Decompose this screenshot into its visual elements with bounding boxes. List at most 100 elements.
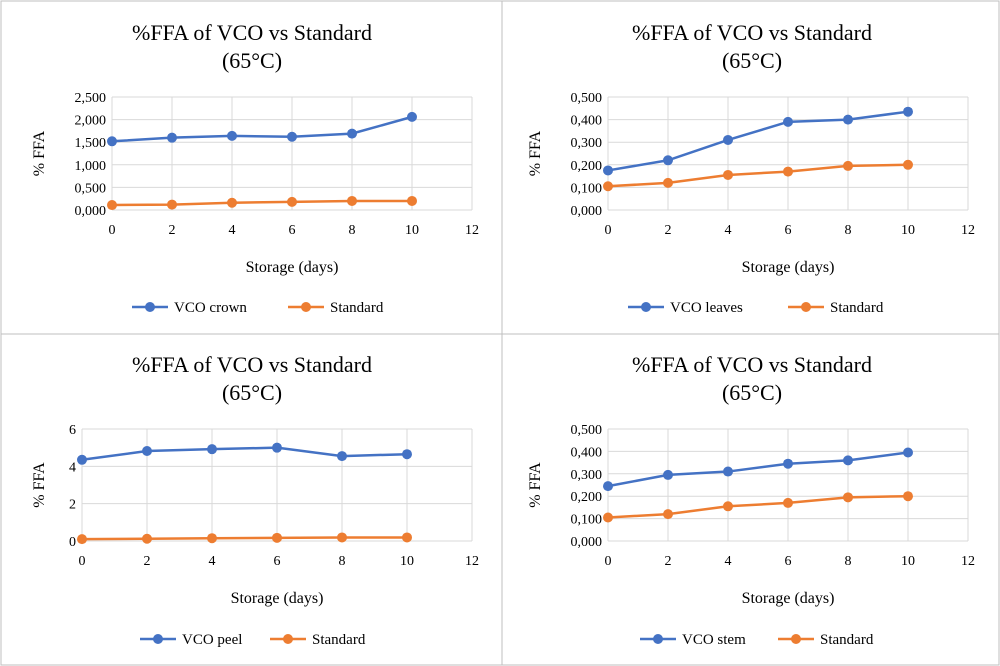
legend-label: Standard <box>312 632 366 648</box>
chart-title: %FFA of VCO vs Standard <box>632 20 872 45</box>
data-point <box>663 177 673 188</box>
chart-3: %FFA of VCO vs Standard (65°C) 0 2 4 6 0 2 4 6 8 10… <box>31 352 479 648</box>
x-tick-label: 10 <box>400 554 414 569</box>
data-point <box>603 181 613 192</box>
chart-title: %FFA of VCO vs Standard <box>632 352 872 377</box>
y-tick-label: 2,000 <box>75 114 107 129</box>
data-point <box>663 469 673 480</box>
data-point <box>903 159 913 170</box>
legend-marker <box>641 302 651 312</box>
data-point <box>77 534 87 545</box>
data-point <box>603 512 613 523</box>
series-line-1 <box>607 451 909 488</box>
x-tick-label: 2 <box>144 554 151 569</box>
series-line-1 <box>111 115 413 143</box>
x-tick-label: 0 <box>79 554 86 569</box>
y-tick-label: 0,000 <box>75 204 107 219</box>
y-tick-label: 0,400 <box>571 114 603 129</box>
legend-label: VCO peel <box>182 632 242 648</box>
data-point <box>287 131 297 142</box>
x-tick-label: 4 <box>725 223 732 238</box>
x-tick-label: 8 <box>845 554 852 569</box>
data-point <box>783 497 793 508</box>
y-tick-label: 0 <box>69 535 76 550</box>
x-tick-label: 6 <box>274 554 281 569</box>
data-point <box>402 449 412 460</box>
x-tick-label: 4 <box>725 554 732 569</box>
data-point <box>207 444 217 455</box>
legend-label: Standard <box>330 300 384 316</box>
legend-marker <box>791 634 801 644</box>
data-point <box>723 169 733 180</box>
data-point <box>142 446 152 457</box>
x-tick-label: 8 <box>349 223 356 238</box>
y-tick-label: 0,200 <box>571 490 603 505</box>
data-point <box>783 166 793 177</box>
chart-2: %FFA of VCO vs Standard (65°C) 0,000 0,100 0… <box>527 20 975 316</box>
x-tick-label: 2 <box>665 223 672 238</box>
x-tick-label: 2 <box>665 554 672 569</box>
data-point <box>843 455 853 466</box>
y-tick-label: 0,200 <box>571 159 603 174</box>
y-axis-title: % FFA <box>527 462 544 508</box>
legend-label: Standard <box>820 632 874 648</box>
x-tick-label: 4 <box>209 554 216 569</box>
legend-marker <box>301 302 311 312</box>
chart-4: %FFA of VCO vs Standard (65°C) 0,000 0,100 0… <box>527 352 975 648</box>
x-tick-label: 12 <box>465 223 479 238</box>
y-tick-label: 2 <box>69 498 76 513</box>
y-tick-label: 0,500 <box>75 181 107 196</box>
data-point <box>903 106 913 117</box>
data-point <box>783 116 793 127</box>
y-tick-label: 6 <box>69 423 76 438</box>
x-axis-title: Storage (days) <box>246 259 339 276</box>
x-tick-label: 6 <box>785 223 792 238</box>
x-tick-label: 8 <box>845 223 852 238</box>
data-point <box>272 532 282 543</box>
x-tick-label: 12 <box>465 554 479 569</box>
data-point <box>167 199 177 210</box>
data-point <box>407 195 417 206</box>
x-tick-label: 10 <box>405 223 419 238</box>
y-tick-label: 1,500 <box>75 136 107 151</box>
series-line-2 <box>81 536 407 541</box>
data-point <box>407 111 417 122</box>
legend-marker <box>153 634 163 644</box>
x-axis-title: Storage (days) <box>742 259 835 276</box>
y-tick-label: 0,500 <box>571 91 603 106</box>
data-point <box>207 533 217 544</box>
y-tick-label: 0,300 <box>571 136 603 151</box>
y-tick-label: 2,500 <box>75 91 107 106</box>
legend-label: Standard <box>830 300 884 316</box>
y-tick-label: 0,300 <box>571 468 603 483</box>
x-tick-label: 8 <box>339 554 346 569</box>
data-point <box>723 466 733 477</box>
x-tick-label: 6 <box>289 223 296 238</box>
data-point <box>783 458 793 469</box>
data-point <box>347 128 357 139</box>
legend-marker <box>283 634 293 644</box>
x-tick-label: 10 <box>901 223 915 238</box>
data-point <box>167 132 177 143</box>
data-point <box>843 492 853 503</box>
y-tick-label: 0,000 <box>571 204 603 219</box>
chart-subtitle: (65°C) <box>222 380 282 405</box>
x-axis-title: Storage (days) <box>231 590 324 607</box>
y-axis-title: % FFA <box>31 130 48 176</box>
y-axis-title: % FFA <box>31 462 48 508</box>
data-point <box>77 454 87 465</box>
series-line-2 <box>607 163 909 188</box>
data-point <box>227 197 237 208</box>
data-point <box>903 491 913 502</box>
x-tick-label: 4 <box>229 223 236 238</box>
legend-marker <box>145 302 155 312</box>
x-tick-label: 0 <box>605 223 612 238</box>
data-point <box>287 196 297 207</box>
data-point <box>347 195 357 206</box>
legend-label: VCO stem <box>682 632 746 648</box>
x-tick-label: 12 <box>961 223 975 238</box>
data-point <box>603 481 613 492</box>
series-line-2 <box>111 199 412 207</box>
data-point <box>272 442 282 453</box>
